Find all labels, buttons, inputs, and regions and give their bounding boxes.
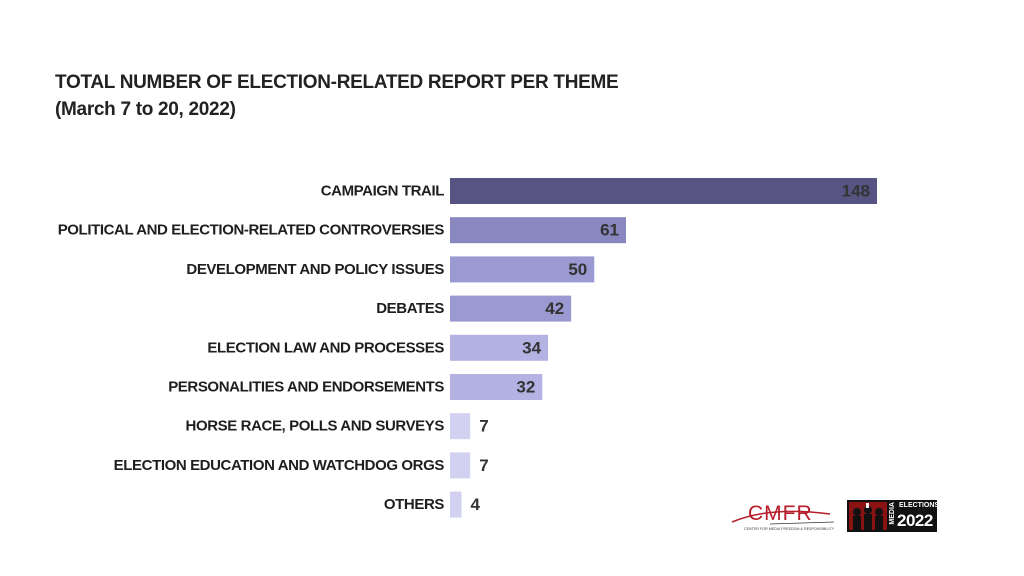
bar [450,178,877,204]
chart-title: TOTAL NUMBER OF ELECTION-RELATED REPORT … [55,72,619,93]
category-label: CAMPAIGN TRAIL [321,183,445,200]
chart-subtitle: (March 7 to 20, 2022) [55,99,236,120]
bar [450,374,543,400]
value-label: 34 [522,338,541,357]
bar [450,217,626,244]
bar [450,413,471,440]
category-label: ELECTION LAW AND PROCESSES [207,339,444,356]
category-label: HORSE RACE, POLLS AND SURVEYS [186,418,445,435]
value-label: 148 [842,182,870,201]
media-word: MEDIA [889,502,896,525]
cmfr-logo: CMFR CENTER FOR MEDIA FREEDOM & RESPONSI… [730,500,835,536]
value-label: 32 [516,378,535,397]
bar [450,491,462,518]
election-year: 2022 [897,511,933,530]
value-label: 50 [568,260,587,279]
value-label: 7 [479,417,488,436]
cmfr-name: CMFR [748,502,813,525]
bar [450,295,572,322]
category-label: OTHERS [384,496,445,513]
category-label: POLITICAL AND ELECTION-RELATED CONTROVER… [58,222,445,239]
cmfr-arc-icon [731,510,835,525]
crowd-icon [849,502,887,530]
category-label: DEBATES [376,300,444,317]
bar [450,334,549,361]
cmfr-tagline: CENTER FOR MEDIA FREEDOM & RESPONSIBILIT… [744,527,835,531]
category-label: PERSONALITIES AND ENDORSEMENTS [168,379,444,396]
logos: CMFR CENTER FOR MEDIA FREEDOM & RESPONSI… [730,500,940,536]
category-label: DEVELOPMENT AND POLICY ISSUES [186,261,444,278]
value-label: 61 [600,221,619,240]
bar [450,452,471,479]
elections-word: ELECTIONS [899,502,940,509]
value-label: 7 [479,456,488,475]
media-elections-logo: MEDIA ELECTIONS 2022 [847,500,940,532]
value-label: 4 [471,495,481,514]
bar [450,256,595,283]
category-label: ELECTION EDUCATION AND WATCHDOG ORGS [114,457,445,474]
value-label: 42 [545,299,564,318]
